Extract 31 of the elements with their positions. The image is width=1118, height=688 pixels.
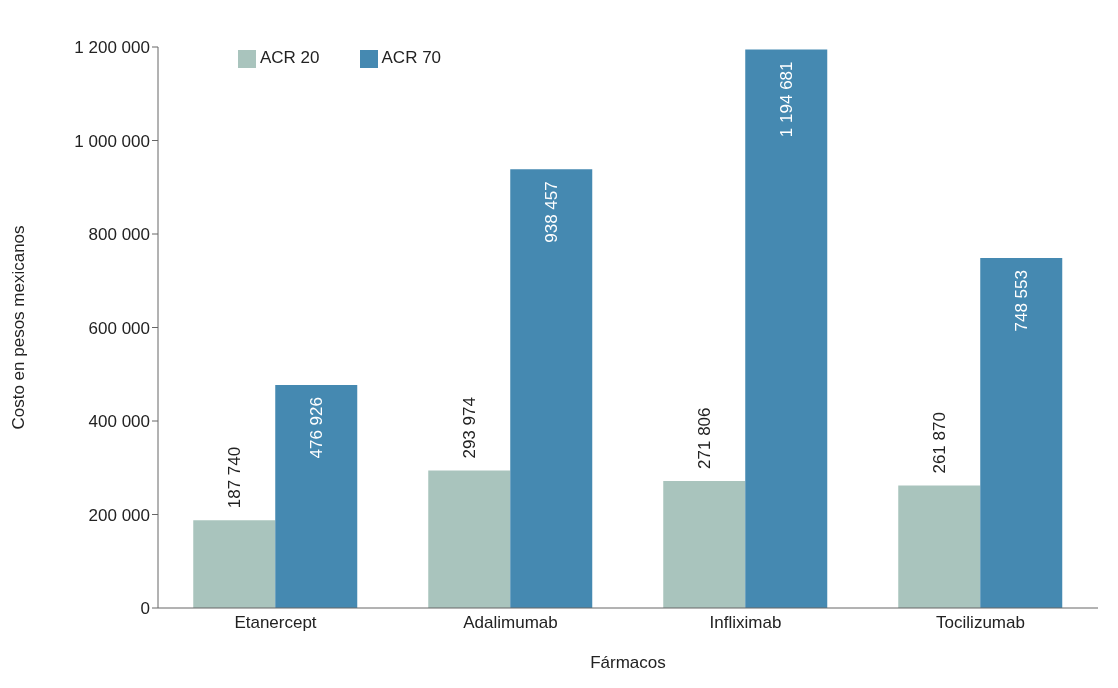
data-label: 1 194 681 [776,61,796,138]
y-tick-label: 800 000 [88,225,150,245]
y-tick-label: 1 000 000 [74,131,150,151]
data-label: 187 740 [224,446,244,509]
y-axis-title: Costo en pesos mexicanos [9,225,29,430]
data-label: 476 926 [306,397,326,459]
bar [275,385,358,608]
y-tick-label: 400 000 [88,412,150,432]
bar [745,49,828,608]
x-tick-label: Infliximab [709,613,782,633]
x-axis-title: Fármacos [590,653,666,672]
data-label: 271 806 [694,407,714,469]
data-label: 261 870 [929,412,949,474]
legend-label: ACR 20 [260,48,320,67]
y-tick-label: 200 000 [88,505,150,525]
bar [980,258,1063,608]
y-tick-label: 1 200 000 [74,38,150,58]
x-tick-label: Adalimumab [463,613,558,633]
data-label: 938 457 [541,181,561,243]
y-tick-label: 600 000 [88,318,150,338]
y-tick-label: 0 [140,599,150,619]
data-label: 293 974 [459,397,479,459]
bar [663,480,746,608]
bar [193,520,276,608]
bar [428,470,511,608]
x-tick-label: Etanercept [234,613,317,633]
data-label: 748 553 [1011,270,1031,332]
bar [898,485,981,608]
bar [510,169,593,608]
legend-label: ACR 70 [381,48,442,67]
x-tick-label: Tocilizumab [936,613,1025,633]
